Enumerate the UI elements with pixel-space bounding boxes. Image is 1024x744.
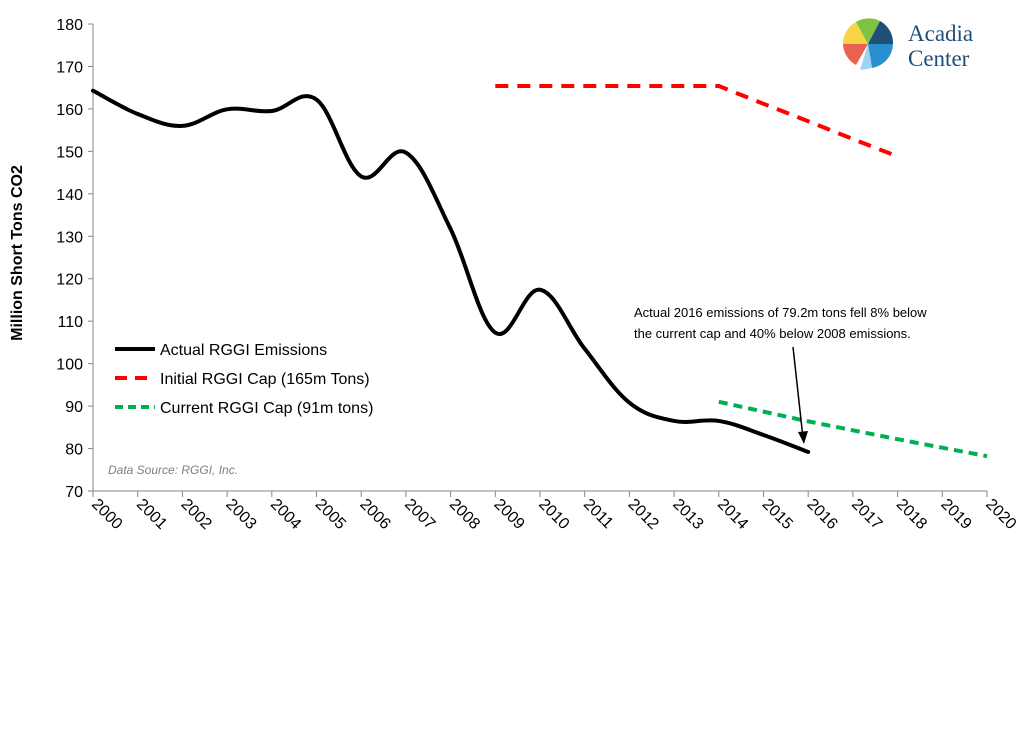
x-tick-label: 2017	[848, 496, 885, 533]
annotation-arrow	[792, 346, 804, 439]
annotation: Actual 2016 emissions of 79.2m tons fell…	[634, 305, 927, 444]
y-tick-label: 180	[56, 17, 83, 34]
x-tick-label: 2011	[580, 496, 616, 532]
y-tick-label: 80	[65, 442, 83, 459]
data-source-note: Data Source: RGGI, Inc.	[108, 463, 238, 477]
legend-label-actual: Actual RGGI Emissions	[160, 342, 327, 359]
x-tick-label: 2015	[759, 496, 796, 533]
y-tick-label: 100	[56, 357, 83, 374]
annotation-line-1: Actual 2016 emissions of 79.2m tons fell…	[634, 305, 927, 320]
x-tick-label: 2009	[490, 496, 527, 533]
y-tick-label: 120	[56, 272, 83, 289]
x-tick-label: 2006	[356, 496, 393, 533]
y-tick-label: 130	[56, 229, 83, 246]
x-tick-label: 2003	[222, 496, 259, 533]
x-tick-label: 2002	[178, 496, 215, 533]
x-tick-label: 2008	[446, 496, 483, 533]
x-tick-label: 2010	[535, 496, 572, 533]
x-tick-label: 2019	[937, 496, 974, 533]
annotation-arrowhead	[798, 431, 808, 444]
x-tick-label: 2013	[669, 496, 706, 533]
x-tick-label: 2004	[267, 496, 304, 533]
y-tick-label: 90	[65, 399, 83, 416]
legend: Actual RGGI Emissions Initial RGGI Cap (…	[115, 342, 373, 417]
series-line-actual-emissions	[91, 88, 811, 454]
y-tick-label: 110	[57, 314, 83, 331]
y-tick-label: 160	[56, 102, 83, 119]
x-tick-label: 2005	[312, 496, 349, 533]
x-tick-label: 2000	[88, 496, 125, 533]
x-tick-label: 2020	[982, 496, 1019, 533]
y-axis: 70 80 90 100 110 120 130 140 150 160 170 180	[56, 17, 94, 501]
series-group	[91, 83, 988, 459]
series-line-initial-cap	[495, 83, 899, 159]
legend-label-current-cap: Current RGGI Cap (91m tons)	[160, 400, 373, 417]
y-axis-label: Million Short Tons CO2	[9, 165, 26, 341]
x-axis: 2000 2001 2002 2003 2004 2005 2006 2007 2008 2009…	[88, 490, 1019, 533]
y-tick-label: 70	[65, 484, 83, 501]
y-tick-label: 170	[56, 59, 83, 76]
x-tick-label: 2001	[133, 496, 170, 533]
y-tick-label: 150	[56, 144, 83, 161]
acadia-center-logo: Acadia Center	[842, 18, 973, 71]
x-tick-label: 2012	[625, 496, 662, 533]
y-tick-label: 140	[56, 187, 83, 204]
legend-label-initial-cap: Initial RGGI Cap (165m Tons)	[160, 371, 370, 388]
x-tick-label: 2014	[714, 496, 751, 533]
logo-text-line-1: Acadia	[908, 21, 973, 46]
x-tick-label: 2018	[893, 496, 930, 533]
logo-text-line-2: Center	[908, 46, 970, 71]
annotation-line-2: the current cap and 40% below 2008 emiss…	[634, 326, 911, 341]
series-line-current-cap	[718, 399, 988, 459]
x-tick-label: 2016	[803, 496, 840, 533]
x-tick-label: 2007	[401, 496, 438, 533]
logo-mark-icon	[842, 18, 894, 70]
